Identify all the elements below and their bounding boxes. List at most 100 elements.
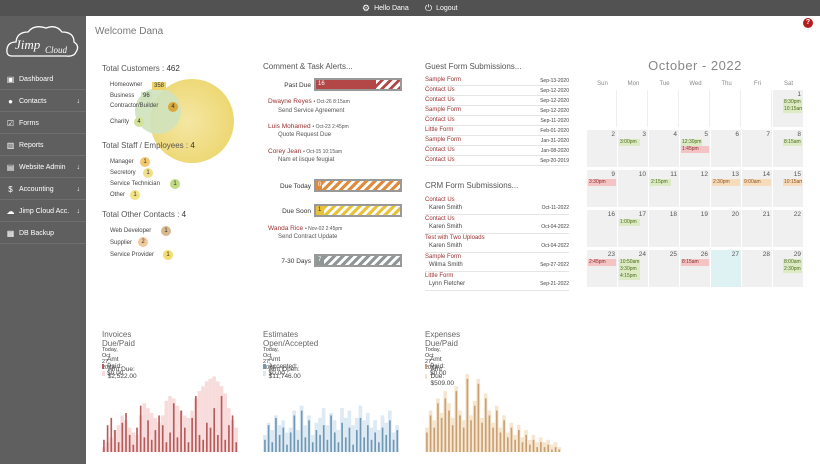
- crm-form-row[interactable]: Test with Two Uploads Karen Smith Oct-04-2…: [425, 234, 569, 253]
- guest-form-row[interactable]: Little Form Feb-01-2020: [425, 126, 569, 136]
- calendar-event[interactable]: 3:00pm: [619, 139, 640, 146]
- calendar-day-27[interactable]: 27: [711, 250, 741, 287]
- logout-button[interactable]: ⏻ Logout: [425, 0, 458, 16]
- past-due-bar[interactable]: 16: [314, 78, 402, 91]
- next-days-bar[interactable]: 7: [314, 254, 402, 267]
- calendar-day-3[interactable]: 3 3:00pm: [618, 130, 648, 167]
- calendar-day-26[interactable]: 26 8:15am: [680, 250, 710, 287]
- calendar-day-18[interactable]: 18: [649, 210, 679, 247]
- calendar-day-19[interactable]: 19: [680, 210, 710, 247]
- guest-form-row[interactable]: Sample Form Jan-31-2020: [425, 136, 569, 146]
- user-menu[interactable]: ⚙ Hello Dana: [362, 0, 409, 16]
- calendar-day-22[interactable]: 22: [773, 210, 803, 247]
- calendar-day-10[interactable]: 10: [618, 170, 648, 207]
- sidebar-item-dashboard[interactable]: ▣ Dashboard: [0, 70, 86, 90]
- calendar-event[interactable]: 2:15pm: [650, 179, 671, 186]
- calendar-day-7[interactable]: 7: [742, 130, 772, 167]
- calendar-event[interactable]: 2:30pm: [783, 266, 802, 273]
- calendar-event[interactable]: 2:30pm: [712, 179, 740, 186]
- calendar-event[interactable]: 8:15am: [783, 139, 802, 146]
- staff-title: Total Staff / Employees : 4: [102, 141, 195, 150]
- calendar-event[interactable]: 1:45pm: [681, 146, 709, 153]
- sidebar-item-reports[interactable]: ▥ Reports: [0, 136, 86, 156]
- sidebar-item-db-backup[interactable]: ▦ DB Backup: [0, 224, 86, 244]
- calendar-event[interactable]: 8:15am: [681, 259, 709, 266]
- calendar-day-29[interactable]: 29 8:00am 2:30pm: [773, 250, 803, 287]
- calendar-day-12[interactable]: 12: [680, 170, 710, 207]
- legend-swatch: [263, 370, 266, 376]
- calendar-event[interactable]: 3:30pm: [588, 179, 616, 186]
- notification-badge[interactable]: ?: [803, 18, 813, 28]
- due-soon-bar[interactable]: 1: [314, 204, 402, 217]
- legend-swatch: [425, 374, 428, 379]
- invoices-due-bar: [186, 417, 191, 452]
- guest-form-row[interactable]: Contact Us Sep-12-2020: [425, 86, 569, 96]
- guest-form-row[interactable]: Contact Us Sep-12-2020: [425, 96, 569, 106]
- calendar-day-25[interactable]: 25: [649, 250, 679, 287]
- calendar-event[interactable]: 10:15am: [783, 106, 802, 113]
- sidebar-item-contacts[interactable]: ● Contacts ↓: [0, 92, 86, 112]
- calendar-day-4[interactable]: 4: [649, 130, 679, 167]
- estimates-paid-bar: [264, 439, 266, 452]
- staff-label: Manager: [110, 159, 134, 165]
- alert-item-link[interactable]: Luis Mohamed • Oct-23 2:45pm: [268, 123, 349, 130]
- calendar-event[interactable]: 9:00am: [743, 179, 771, 186]
- sidebar-item-label: Accounting: [19, 186, 54, 193]
- calendar-event[interactable]: 12:30pm: [681, 139, 702, 146]
- calendar-day-15[interactable]: 15 10:15am: [773, 170, 803, 207]
- invoices-paid-bar: [121, 422, 124, 452]
- calendar-event[interactable]: 10:15am: [783, 179, 802, 186]
- day-number: 10: [638, 171, 646, 178]
- guest-form-row[interactable]: Contact Us Sep-20-2019: [425, 156, 569, 166]
- calendar-event[interactable]: 3:30pm: [619, 266, 640, 273]
- calendar-day-1[interactable]: 1 8:30pm 10:15am: [773, 90, 803, 127]
- dashboard-icon: ▣: [6, 75, 15, 84]
- due-today-bar[interactable]: 0: [314, 179, 402, 192]
- calendar-day-2[interactable]: 2: [587, 130, 617, 167]
- sidebar-item-jimp-cloud-acc[interactable]: ☁ Jimp Cloud Acc. ↓: [0, 202, 86, 222]
- calendar-day-16[interactable]: 16: [587, 210, 617, 247]
- calendar-day-28[interactable]: 28: [742, 250, 772, 287]
- customer-label: Homeowner: [110, 82, 143, 88]
- expenses-paid-bar: [444, 398, 447, 452]
- calendar-day-9[interactable]: 9 3:30pm: [587, 170, 617, 207]
- calendar-event[interactable]: 1:00pm: [619, 219, 640, 226]
- sidebar-item-forms[interactable]: ☑ Forms: [0, 114, 86, 134]
- sidebar-item-website-admin[interactable]: ▤ Website Admin ↓: [0, 158, 86, 178]
- crm-form-row[interactable]: Contact Us Karen Smith Oct-04-2022: [425, 215, 569, 234]
- calendar-day-13[interactable]: 13 2:30pm: [711, 170, 741, 207]
- calendar-day-23[interactable]: 23 2:45pm: [587, 250, 617, 287]
- crm-form-row[interactable]: Contact Us Karen Smith Oct-11-2022: [425, 196, 569, 215]
- alert-item-link[interactable]: Dwayne Reyes • Oct-26 8:15am: [268, 98, 350, 105]
- calendar-day-14[interactable]: 14 9:00am: [742, 170, 772, 207]
- calendar-day-24[interactable]: 24 10:50am 3:30pm 4:15pm: [618, 250, 648, 287]
- calendar-event[interactable]: 2:45pm: [588, 259, 616, 266]
- staff-count: 1: [170, 179, 180, 189]
- sidebar-item-accounting[interactable]: $ Accounting ↓: [0, 180, 86, 200]
- estimates-paid-bar: [396, 430, 399, 452]
- guest-form-row[interactable]: Contact Us Jan-08-2020: [425, 146, 569, 156]
- calendar-event[interactable]: 10:50am: [619, 259, 640, 266]
- crm-form-row[interactable]: Sample Form Wilma Smith Sep-27-2022: [425, 253, 569, 272]
- guest-form-row[interactable]: Contact Us Sep-11-2020: [425, 116, 569, 126]
- calendar-day-11[interactable]: 11 2:15pm: [649, 170, 679, 207]
- calendar-day-6[interactable]: 6: [711, 130, 741, 167]
- jimp-cloud-logo[interactable]: Jimp Cloud: [4, 20, 80, 70]
- invoices-paid-bar: [224, 439, 227, 452]
- alert-item-link[interactable]: Corey Jean • Oct-15 10:15am: [268, 148, 343, 155]
- estimates-due-bar: [351, 425, 355, 452]
- guest-form-row[interactable]: Sample Form Sep-13-2020: [425, 76, 569, 86]
- alert-item-link[interactable]: Wanda Rice • Nov-02 2:45pm: [268, 225, 343, 232]
- calendar-day-20[interactable]: 20: [711, 210, 741, 247]
- calendar-event[interactable]: 8:00am: [783, 259, 802, 266]
- calendar-day-21[interactable]: 21: [742, 210, 772, 247]
- calendar-day-5[interactable]: 5 12:30pm 1:45pm: [680, 130, 710, 167]
- guest-form-row[interactable]: Sample Form Sep-12-2020: [425, 106, 569, 116]
- calendar-event[interactable]: 4:15pm: [619, 273, 640, 280]
- staff-label: Service Technician: [110, 181, 160, 187]
- crm-form-row[interactable]: Little Form Lynn Fletcher Sep-21-2022: [425, 272, 569, 291]
- calendar-event[interactable]: 8:30pm: [783, 99, 802, 106]
- calendar-day-17[interactable]: 17 1:00pm: [618, 210, 648, 247]
- estimates-paid-bar: [300, 410, 303, 452]
- calendar-day-8[interactable]: 8 8:15am: [773, 130, 803, 167]
